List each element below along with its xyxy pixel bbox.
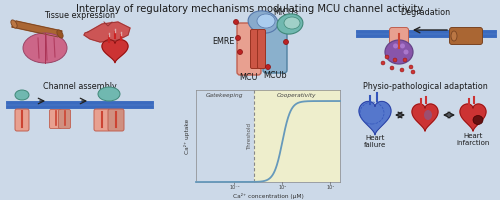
Ellipse shape <box>393 43 398 48</box>
Bar <box>254 90 340 182</box>
Ellipse shape <box>284 40 288 45</box>
Text: Degradation: Degradation <box>400 8 450 17</box>
Text: MCUb: MCUb <box>263 71 287 80</box>
Ellipse shape <box>257 14 275 28</box>
Text: Physio-pathological adaptation: Physio-pathological adaptation <box>362 82 488 91</box>
Text: Threshold: Threshold <box>246 122 252 150</box>
FancyBboxPatch shape <box>15 109 29 131</box>
Ellipse shape <box>15 90 29 100</box>
Text: MCU: MCU <box>240 73 258 82</box>
Text: Interplay of regulatory mechanisms modulating MCU channel activity: Interplay of regulatory mechanisms modul… <box>76 4 424 14</box>
Text: Heart
failure: Heart failure <box>364 135 386 148</box>
Polygon shape <box>84 22 130 42</box>
Ellipse shape <box>400 43 405 48</box>
Ellipse shape <box>400 68 404 72</box>
Text: Ca²⁺ uptake: Ca²⁺ uptake <box>184 118 190 154</box>
Text: 10⁻¹: 10⁻¹ <box>229 185 240 190</box>
FancyBboxPatch shape <box>94 109 110 131</box>
Ellipse shape <box>409 65 413 69</box>
FancyBboxPatch shape <box>58 110 70 129</box>
Ellipse shape <box>403 58 407 62</box>
Polygon shape <box>12 21 62 37</box>
Text: Tissue expression: Tissue expression <box>44 11 116 20</box>
FancyBboxPatch shape <box>108 109 124 131</box>
Ellipse shape <box>416 110 424 120</box>
Polygon shape <box>102 40 128 63</box>
Ellipse shape <box>411 70 415 74</box>
Ellipse shape <box>238 49 242 54</box>
Ellipse shape <box>451 31 457 41</box>
Ellipse shape <box>234 20 238 24</box>
Ellipse shape <box>266 64 270 70</box>
Text: 10¹: 10¹ <box>326 185 334 190</box>
Ellipse shape <box>284 17 300 29</box>
FancyBboxPatch shape <box>390 27 408 52</box>
FancyBboxPatch shape <box>50 110 62 129</box>
Text: EMRE: EMRE <box>212 38 235 46</box>
FancyBboxPatch shape <box>450 27 482 45</box>
Polygon shape <box>359 101 391 135</box>
Ellipse shape <box>98 87 120 101</box>
Ellipse shape <box>381 61 385 65</box>
Ellipse shape <box>277 14 303 34</box>
Ellipse shape <box>57 30 63 38</box>
Text: Ca²⁺ concentration (μM): Ca²⁺ concentration (μM) <box>232 193 304 199</box>
Ellipse shape <box>473 116 483 124</box>
Ellipse shape <box>385 40 413 64</box>
Polygon shape <box>460 104 486 131</box>
Ellipse shape <box>385 55 389 59</box>
FancyBboxPatch shape <box>258 29 266 68</box>
Text: 10⁰: 10⁰ <box>278 185 286 190</box>
FancyBboxPatch shape <box>263 24 287 73</box>
Ellipse shape <box>390 66 394 70</box>
Ellipse shape <box>404 49 408 54</box>
Ellipse shape <box>11 20 17 28</box>
Bar <box>196 90 254 182</box>
FancyBboxPatch shape <box>250 29 258 68</box>
Ellipse shape <box>424 110 432 120</box>
FancyBboxPatch shape <box>237 23 261 75</box>
Ellipse shape <box>393 58 397 62</box>
Ellipse shape <box>236 36 240 40</box>
Ellipse shape <box>23 33 67 63</box>
Text: MICUs: MICUs <box>274 8 298 17</box>
Ellipse shape <box>248 11 278 33</box>
Text: Cooperativity: Cooperativity <box>277 93 316 98</box>
Polygon shape <box>412 104 438 131</box>
Text: Heart
infarction: Heart infarction <box>456 133 490 146</box>
Text: Gatekeeping: Gatekeeping <box>206 93 244 98</box>
Text: Channel assembly: Channel assembly <box>43 82 117 91</box>
